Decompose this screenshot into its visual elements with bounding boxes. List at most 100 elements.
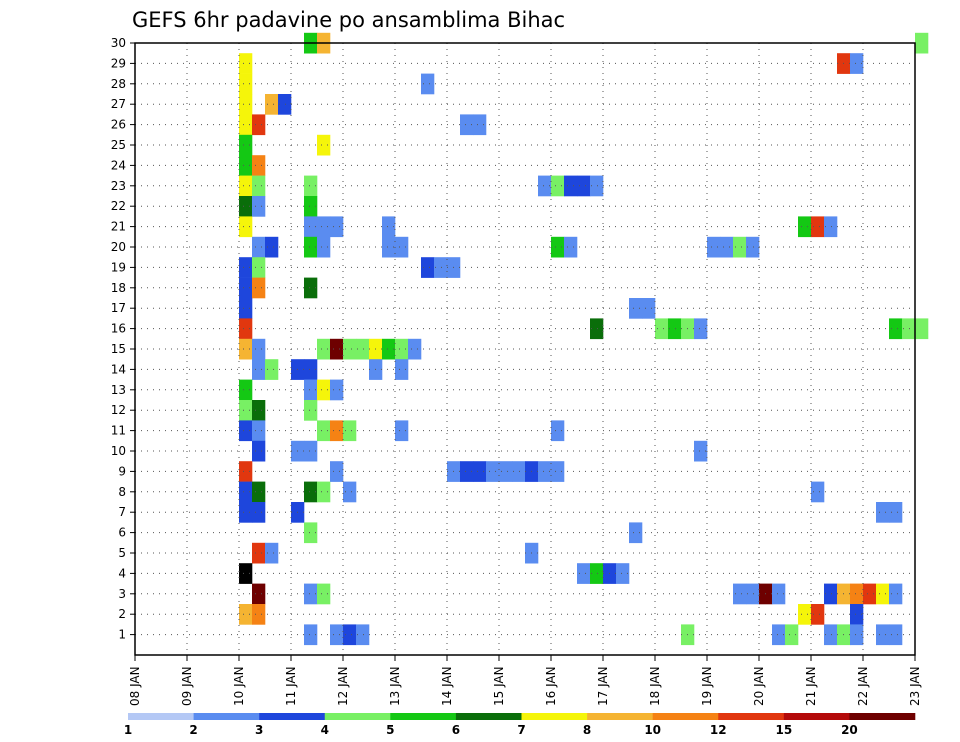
precip-cell [317,338,331,360]
colorbar-label: 6 [452,723,460,737]
x-tick-label: 14 JAN [440,666,454,706]
x-tick-label: 21 JAN [804,666,818,706]
precip-cell [590,175,604,197]
precip-cell [499,461,513,482]
precip-cell [304,277,318,299]
precip-cell [239,502,253,523]
y-tick-label: 22 [111,199,126,213]
precip-cell [512,461,526,482]
precip-cell [694,440,708,462]
precip-cell [889,624,903,646]
precip-cell [239,134,253,156]
precip-cell [239,257,253,278]
precip-cell [824,624,838,646]
precip-cell [434,257,448,278]
x-tick-label: 23 JAN [908,666,922,706]
precip-cell [915,32,929,54]
y-tick-label: 27 [111,97,126,111]
precip-cell [889,583,903,605]
plot-frame [134,42,916,656]
precip-cell [239,155,253,176]
precip-cell [382,216,396,238]
precip-cell [850,604,864,625]
precip-cell [551,461,565,482]
y-tick-label: 8 [118,485,126,499]
precip-cell [252,175,266,197]
y-tick-label: 17 [111,301,126,315]
precip-cell [330,338,344,360]
precip-cell [317,216,331,238]
precip-cell [629,298,643,319]
precip-cell [642,298,656,319]
precip-cell [915,318,929,340]
y-tick-label: 10 [111,444,126,458]
precip-cell [876,502,890,523]
precip-cell [746,236,760,258]
precip-cell [746,583,760,605]
precip-cell [694,318,708,340]
x-tick-label: 17 JAN [596,666,610,706]
precip-cell [772,624,786,646]
precip-cell [304,216,318,238]
precip-cell [863,583,877,605]
precip-cell [382,338,396,360]
precip-cell [317,379,331,401]
precip-cell [239,420,253,442]
y-tick-label: 9 [118,464,126,478]
y-tick-label: 6 [118,526,126,540]
precip-cell [239,94,253,115]
colorbar-swatch [587,713,653,720]
precip-cell [616,563,630,584]
precip-cell [824,216,838,238]
precip-cell [850,53,864,74]
y-tick-label: 5 [118,546,126,560]
precip-cell [239,338,253,360]
precip-cell [486,461,500,482]
precip-cell [785,624,799,646]
precip-cell [304,440,318,462]
y-tick-label: 3 [118,587,126,601]
precip-cell [265,94,279,115]
y-tick-label: 20 [111,240,126,254]
precip-cell [551,175,565,197]
precip-cell [252,440,266,462]
precip-cell [421,73,435,95]
precip-cell [395,420,409,442]
precip-cell [382,236,396,258]
y-tick-label: 16 [111,322,126,336]
colorbar-swatch [783,713,850,720]
precip-cell [239,196,253,217]
colorbar-label: 20 [841,723,858,737]
colorbar-label: 5 [386,723,394,737]
precip-cell [590,318,604,340]
precip-cell [902,318,916,340]
precip-cell [473,114,487,136]
precip-cell [304,379,318,401]
precip-cell [317,583,331,605]
precip-cell [252,400,266,421]
precip-cell [252,359,266,380]
precip-cell [811,481,825,503]
precip-cell [239,563,253,584]
precip-cell [252,114,266,136]
y-tick-label: 18 [111,281,126,295]
precip-cell [876,583,890,605]
x-tick-label: 22 JAN [856,666,870,706]
colorbar-swatch [259,713,326,720]
precip-cell [317,420,331,442]
precip-cell [252,236,266,258]
precip-cell [850,583,864,605]
precip-cell [304,359,318,380]
y-tick-label: 25 [111,138,126,152]
precip-cell [343,338,357,360]
precip-cell [278,94,292,115]
precip-cell [824,583,838,605]
precip-cell [330,216,344,238]
x-tick-label: 18 JAN [648,666,662,706]
precip-cell [252,338,266,360]
precip-cell [564,175,578,197]
precip-cell [330,461,344,482]
precip-cell [343,420,357,442]
precip-cell [239,379,253,401]
colorbar-label: 8 [583,723,591,737]
